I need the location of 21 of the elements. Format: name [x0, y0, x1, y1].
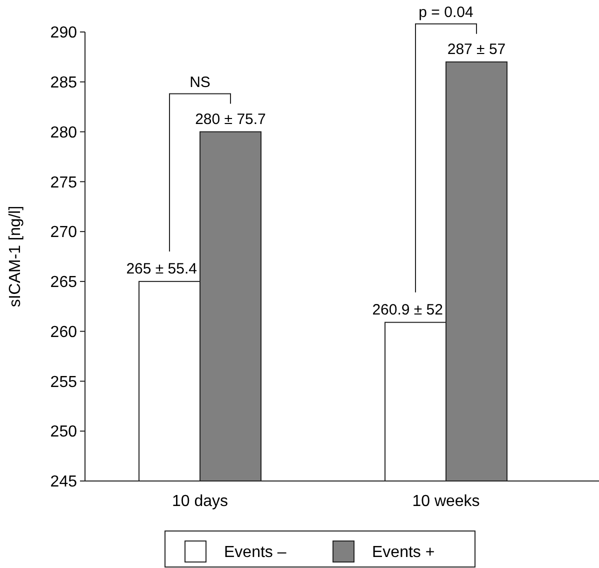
x-tick-label: 10 weeks: [412, 493, 480, 510]
y-tick-label: 280: [50, 124, 78, 142]
y-tick-label: 250: [50, 424, 78, 441]
data-label: 265 ± 55.4: [126, 260, 197, 278]
y-tick-label: 275: [50, 174, 78, 192]
y-tick-label: 285: [50, 74, 78, 92]
text: p = 0.04: [418, 4, 474, 21]
y-tick-label: 290: [50, 24, 78, 42]
x-tick-label: 10 days: [172, 493, 228, 510]
data-label: 280 ± 75.7: [195, 110, 266, 128]
y-tick-label: 270: [50, 224, 78, 242]
y-tick-label: 255: [50, 374, 78, 391]
data-label: 260.9 ± 52: [372, 301, 443, 318]
y-axis-title: sICAM-1 [ng/l]: [7, 206, 24, 308]
y-tick-label: 245: [50, 474, 78, 491]
y-tick-label: 265: [50, 274, 78, 292]
legend-label: Events –: [224, 544, 286, 561]
data-label: 287 ± 57: [447, 40, 506, 58]
legend-label: Events +: [372, 544, 435, 561]
y-tick-label: 260: [50, 324, 78, 341]
annotation: NS: [190, 74, 210, 91]
